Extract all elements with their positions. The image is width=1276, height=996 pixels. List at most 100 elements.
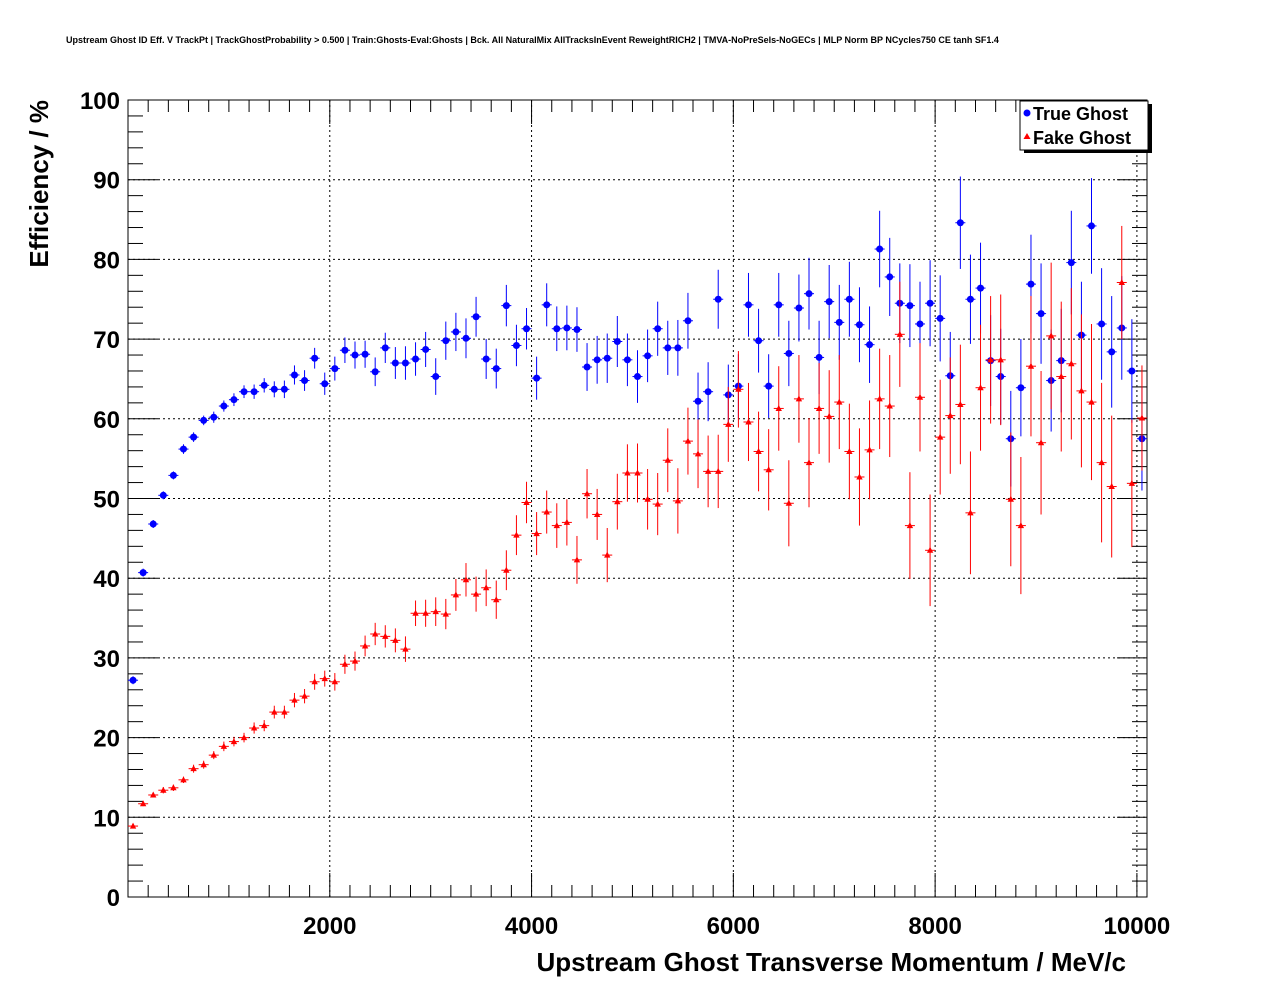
data-point	[523, 498, 530, 505]
data-point	[866, 341, 874, 349]
data-point	[573, 556, 581, 563]
data-point	[432, 373, 440, 381]
data-point	[835, 318, 843, 326]
data-point	[765, 382, 773, 390]
y-tick-label: 100	[80, 88, 120, 115]
data-point	[583, 363, 591, 371]
data-point	[250, 388, 258, 396]
data-point	[553, 522, 560, 529]
data-point	[1058, 373, 1065, 380]
data-point	[281, 708, 288, 715]
data-point	[401, 359, 409, 367]
data-point	[160, 786, 167, 793]
data-point	[624, 469, 631, 476]
data-point	[845, 295, 853, 303]
data-point	[775, 404, 782, 411]
data-point	[906, 522, 914, 529]
data-point	[452, 591, 460, 598]
data-point	[755, 447, 762, 454]
data-point	[301, 377, 309, 385]
data-point	[654, 500, 661, 507]
data-point	[543, 508, 550, 515]
data-point	[583, 490, 591, 497]
data-point	[1017, 522, 1025, 529]
data-point	[644, 495, 651, 502]
data-point	[149, 520, 157, 528]
data-point	[462, 334, 470, 342]
data-point	[977, 284, 985, 292]
data-point	[169, 471, 177, 479]
data-point	[1017, 384, 1025, 392]
data-point	[795, 304, 803, 312]
data-point	[432, 608, 439, 615]
data-point	[1088, 398, 1095, 405]
data-point	[129, 676, 137, 684]
legend: True Ghost Fake Ghost	[1019, 100, 1152, 153]
y-tick-label: 60	[93, 407, 120, 434]
data-point	[906, 302, 914, 310]
data-point	[795, 395, 803, 402]
y-tick-label: 30	[93, 646, 120, 673]
data-point	[1078, 387, 1085, 394]
data-point	[775, 301, 783, 309]
data-point	[755, 337, 763, 345]
data-point	[261, 722, 268, 729]
data-point	[502, 302, 510, 310]
data-point	[513, 531, 520, 538]
data-point	[805, 459, 813, 466]
y-tick-label: 0	[107, 885, 120, 912]
data-point	[785, 499, 793, 506]
data-point	[1068, 360, 1075, 367]
x-tick-labels: 2000 4000 6000 8000 10000	[303, 913, 1170, 940]
series-fake-ghost	[128, 225, 1147, 829]
data-point	[220, 402, 228, 410]
data-point	[785, 349, 793, 357]
data-point	[876, 395, 883, 402]
data-point	[886, 402, 893, 409]
data-point	[381, 344, 389, 352]
data-point	[1128, 479, 1136, 486]
data-point	[341, 346, 349, 354]
data-point	[190, 433, 198, 441]
data-point	[321, 380, 329, 388]
data-point	[341, 660, 349, 667]
data-point	[815, 353, 823, 361]
data-point	[220, 742, 228, 749]
data-point	[1067, 259, 1075, 267]
data-point	[1128, 367, 1136, 375]
data-point	[634, 373, 641, 381]
data-point	[694, 450, 702, 457]
data-point	[371, 368, 379, 376]
data-point	[916, 320, 924, 328]
data-point	[725, 420, 732, 427]
data-point	[815, 404, 823, 411]
y-tick-label: 20	[93, 726, 120, 753]
data-point	[301, 692, 308, 699]
legend-fake-ghost-marker	[1023, 133, 1031, 139]
data-point	[684, 437, 692, 444]
data-point	[361, 350, 369, 358]
data-point	[674, 344, 682, 352]
data-point	[866, 446, 873, 453]
data-point	[876, 245, 884, 253]
x-tick-label: 10000	[1104, 913, 1171, 940]
data-point	[250, 724, 258, 731]
data-point	[1027, 362, 1035, 369]
data-point	[977, 384, 984, 391]
data-point	[593, 356, 601, 364]
data-point	[1138, 414, 1146, 421]
data-point	[321, 675, 328, 682]
data-point	[704, 388, 712, 396]
data-point	[704, 467, 712, 474]
data-point	[382, 632, 389, 639]
y-tick-label: 80	[93, 247, 120, 274]
data-point	[230, 738, 238, 745]
y-tick-label: 90	[93, 168, 120, 195]
data-point	[331, 678, 339, 685]
data-point	[179, 445, 187, 453]
data-point	[351, 657, 359, 664]
y-tick-label: 50	[93, 487, 120, 514]
data-point	[533, 374, 541, 382]
data-point	[997, 356, 1004, 363]
data-point	[967, 509, 974, 516]
